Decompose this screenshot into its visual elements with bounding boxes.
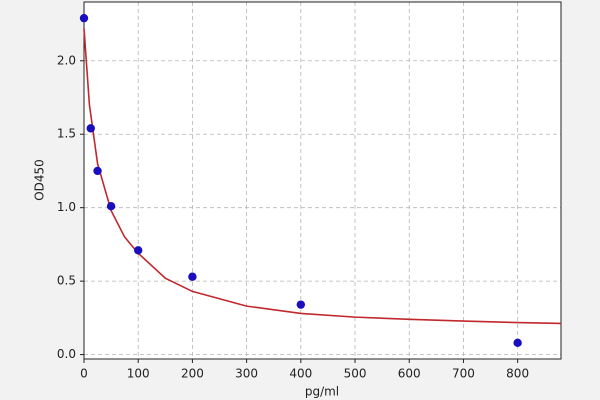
data-point	[106, 202, 116, 211]
x-tick-label: 400	[289, 367, 312, 381]
x-tick-label: 500	[344, 367, 367, 381]
data-point	[188, 272, 197, 281]
x-tick-label: 700	[452, 367, 475, 381]
fit-curve	[83, 28, 562, 325]
x-axis-label: pg/ml	[305, 385, 339, 399]
x-tick-label: 0	[80, 367, 88, 381]
y-axis-label: OD450	[33, 159, 47, 201]
data-point	[86, 124, 95, 133]
plot-frame	[83, 1, 562, 360]
y-tick-label: 2.0	[57, 53, 76, 67]
data-point	[93, 166, 102, 176]
y-tick-label: 1.5	[57, 127, 76, 141]
x-tick-label: 200	[181, 367, 204, 381]
y-tick-label: 0.5	[57, 274, 76, 288]
data-point	[513, 338, 522, 348]
y-tick-label: 1.0	[57, 200, 76, 214]
x-tick-label: 600	[398, 367, 421, 381]
data-point	[296, 300, 306, 309]
data-point	[134, 246, 143, 255]
y-tick-label: 0.0	[57, 347, 76, 361]
data-point	[79, 13, 89, 23]
plot-area	[84, 2, 561, 359]
x-tick-label: 300	[235, 367, 258, 381]
x-tick-label: 800	[506, 367, 529, 381]
x-tick-label: 100	[127, 367, 150, 381]
